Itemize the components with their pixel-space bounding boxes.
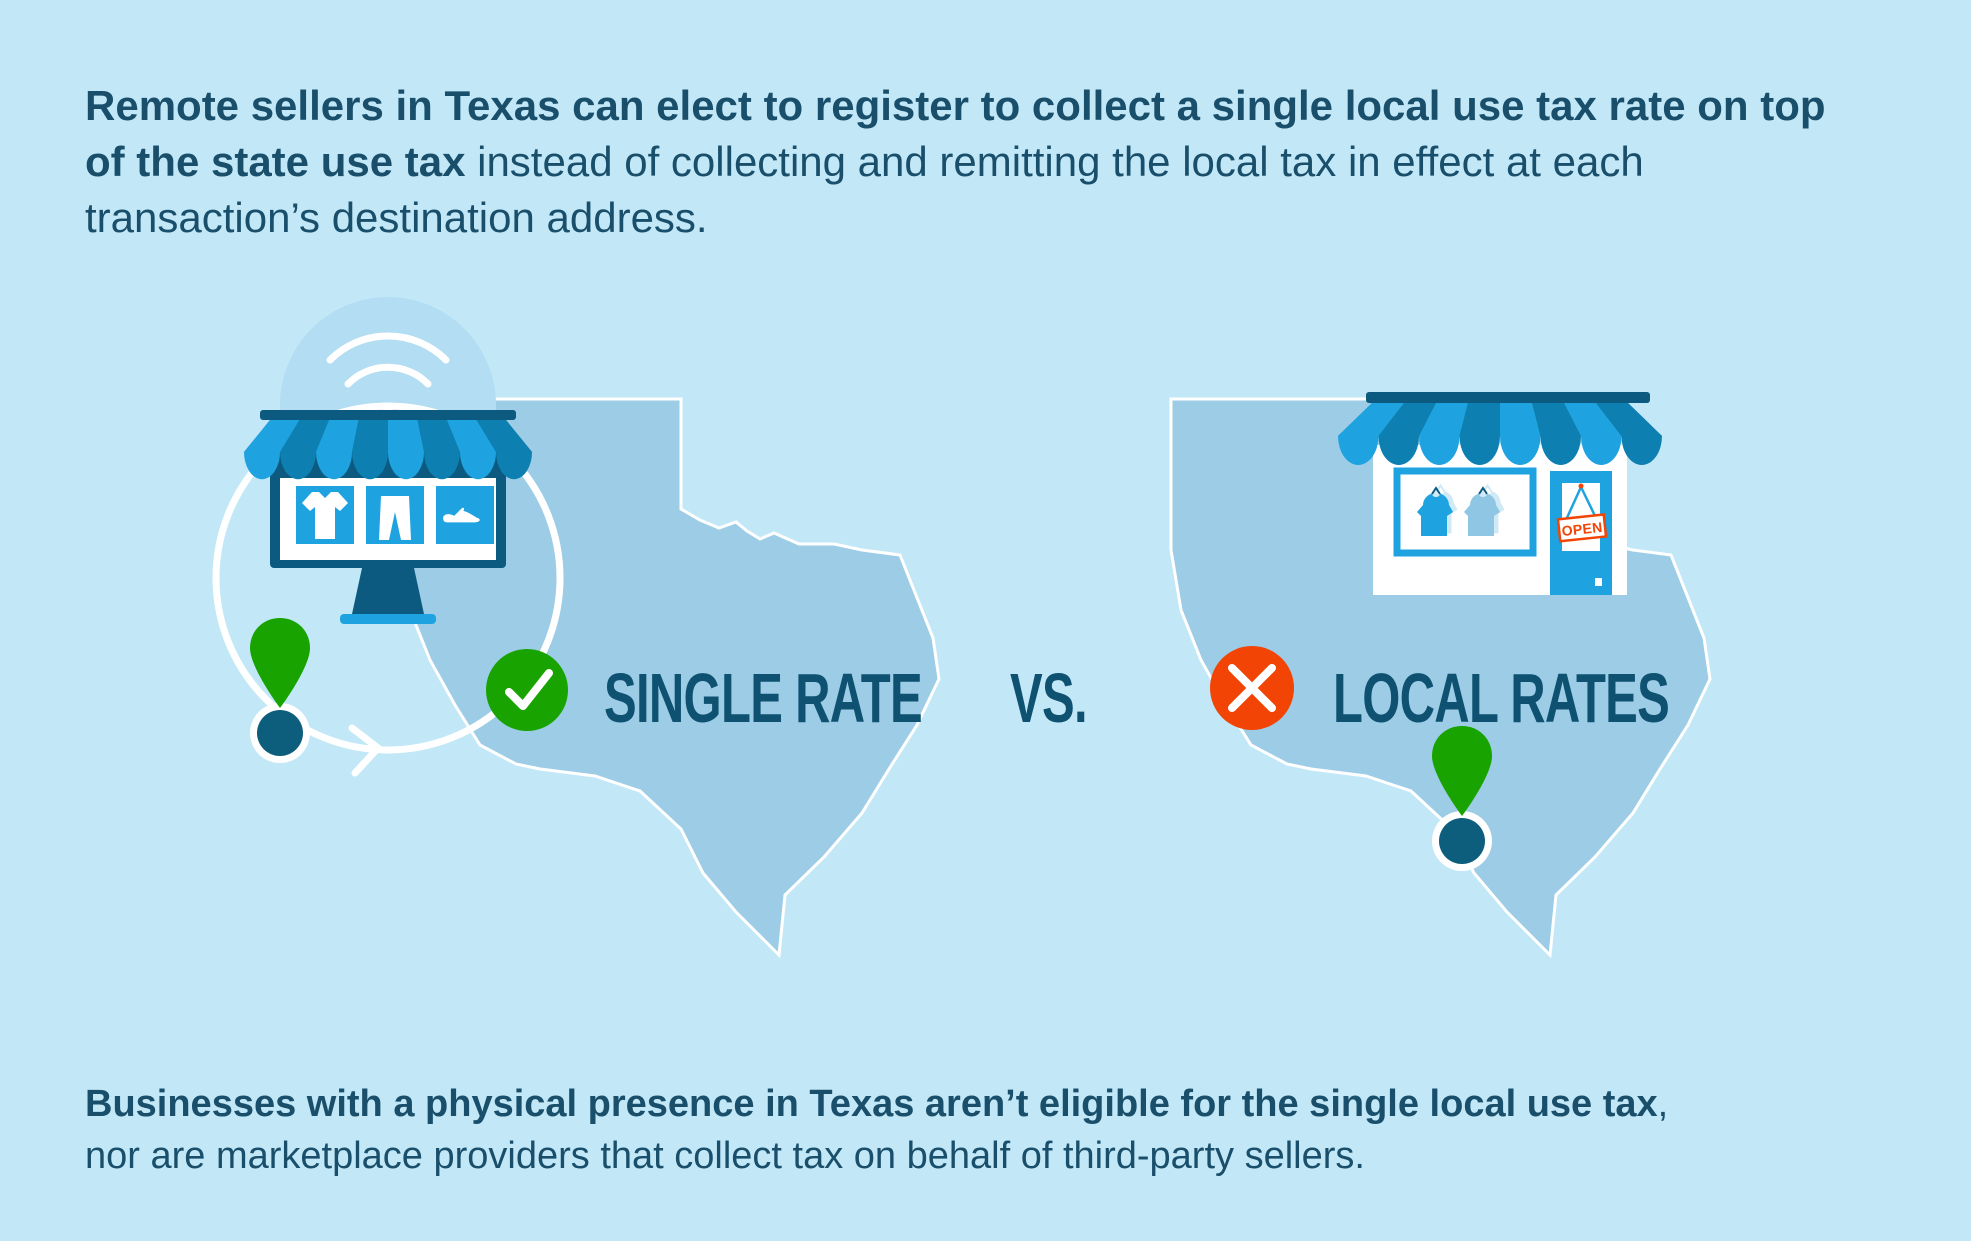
svg-text:LOCAL RATES: LOCAL RATES xyxy=(1333,658,1669,737)
svg-text:SINGLE RATE: SINGLE RATE xyxy=(604,658,922,737)
svg-text:VS.: VS. xyxy=(1010,658,1087,737)
